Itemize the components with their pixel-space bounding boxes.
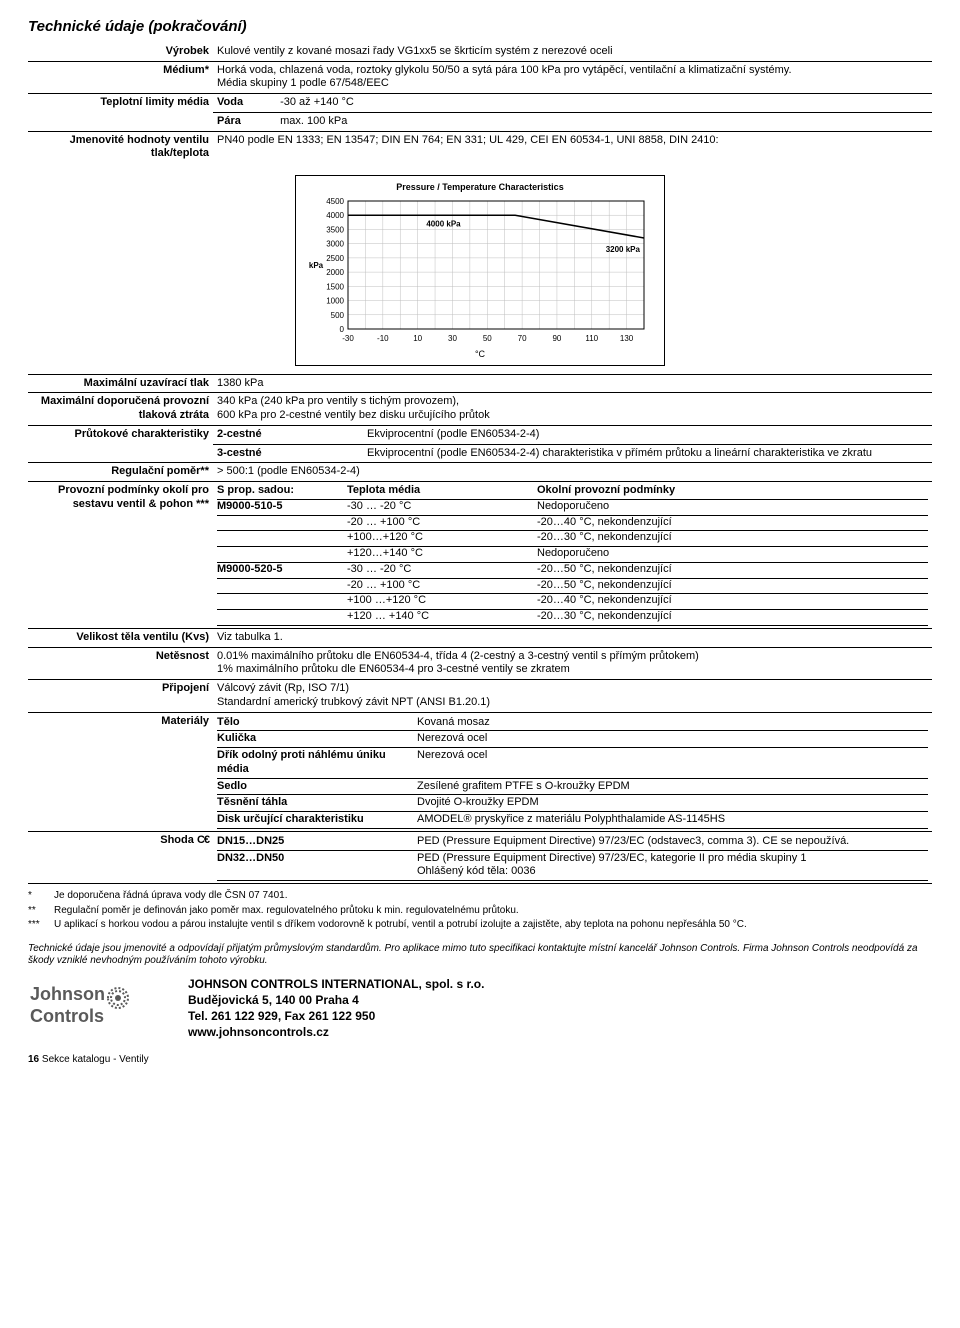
sub-value: max. 100 kPa <box>280 115 347 127</box>
sub-label: 2-cestné <box>217 428 367 442</box>
sub-label: Pára <box>217 115 277 129</box>
svg-text:4500: 4500 <box>326 197 344 206</box>
svg-text:50: 50 <box>483 334 492 343</box>
row-label: Shoda C€ <box>28 831 213 883</box>
label-text: Shoda <box>160 834 194 846</box>
row-value: Horká voda, chlazená voda, roztoky glyko… <box>213 61 932 94</box>
row-value: Pára max. 100 kPa <box>213 112 932 131</box>
row-label: Regulační poměr** <box>28 463 213 482</box>
sub-label: 3-cestné <box>217 447 367 461</box>
sub-value: Ekviprocentní (podle EN60534-2-4) <box>367 428 928 442</box>
row-label: Připojení <box>28 680 213 713</box>
contact-line: JOHNSON CONTROLS INTERNATIONAL, spol. s … <box>188 976 484 992</box>
row-label: Průtokové charakteristiky <box>28 425 213 463</box>
row-value: 0.01% maximálního průtoku dle EN60534-4,… <box>213 647 932 680</box>
logo-swirl-icon <box>108 988 128 1008</box>
contact-line: Tel. 261 122 929, Fax 261 122 950 <box>188 1008 484 1024</box>
svg-text:0: 0 <box>340 325 345 334</box>
footer-block: Johnson Controls JOHNSON CONTROLS INTERN… <box>28 976 932 1041</box>
row-label: Maximální doporučená provozní tlaková zt… <box>28 393 213 426</box>
svg-text:130: 130 <box>620 334 634 343</box>
svg-text:10: 10 <box>413 334 422 343</box>
ce-mark-icon: C€ <box>197 834 209 846</box>
svg-text:4000 kPa: 4000 kPa <box>426 220 461 229</box>
svg-text:1000: 1000 <box>326 297 344 306</box>
row-value: DN15…DN25PED (Pressure Equipment Directi… <box>213 831 932 883</box>
footer-text: Sekce katalogu - Ventily <box>42 1054 149 1065</box>
sub-label: Voda <box>217 96 277 110</box>
row-value: TěloKovaná mosazKuličkaNerezová ocelDřík… <box>213 712 932 831</box>
row-label: Velikost těla ventilu (Kvs) <box>28 628 213 647</box>
materials-table: TěloKovaná mosazKuličkaNerezová ocelDřík… <box>217 715 928 829</box>
svg-text:4000: 4000 <box>326 211 344 220</box>
logo-bottom-text: Controls <box>30 1006 104 1026</box>
row-value: > 500:1 (podle EN60534-2-4) <box>213 463 932 482</box>
sub-value: Ekviprocentní (podle EN60534-2-4) charak… <box>367 447 928 461</box>
row-value: Viz tabulka 1. <box>213 628 932 647</box>
operating-conditions-table: S prop. sadou:Teplota médiaOkolní provoz… <box>217 484 928 626</box>
svg-text:-10: -10 <box>377 334 389 343</box>
row-value: 2-cestnéEkviprocentní (podle EN60534-2-4… <box>213 425 932 444</box>
svg-text:1500: 1500 <box>326 283 344 292</box>
row-value: Voda -30 až +140 °C <box>213 94 932 113</box>
svg-text:kPa: kPa <box>309 261 324 270</box>
page-number: 16 <box>28 1054 39 1065</box>
row-value: 340 kPa (240 kPa pro ventily s tichým pr… <box>213 393 932 426</box>
svg-text:2500: 2500 <box>326 254 344 263</box>
svg-text:2000: 2000 <box>326 268 344 277</box>
row-label: Maximální uzavírací tlak <box>28 374 213 393</box>
svg-text:-30: -30 <box>342 334 354 343</box>
svg-text:70: 70 <box>518 334 527 343</box>
chart-xlabel: °C <box>306 349 654 360</box>
pressure-temp-chart: 0 500 1000 1500 2000 2500 3000 3500 4000 4500 -30 -… <box>306 197 652 347</box>
row-label: Provozní podmínky okolí pro sestavu vent… <box>28 482 213 629</box>
svg-text:30: 30 <box>448 334 457 343</box>
sub-value: -30 až +140 °C <box>280 96 354 108</box>
row-label: Médium* <box>28 61 213 94</box>
svg-text:500: 500 <box>331 311 345 320</box>
contact-line: www.johnsoncontrols.cz <box>188 1024 484 1040</box>
row-value: Kulové ventily z kované mosazi řady VG1x… <box>213 43 932 61</box>
row-value: S prop. sadou:Teplota médiaOkolní provoz… <box>213 482 932 629</box>
svg-text:3200 kPa: 3200 kPa <box>606 245 641 254</box>
row-value: 3-cestnéEkviprocentní (podle EN60534-2-4… <box>213 444 932 463</box>
page-title: Technické údaje (pokračování) <box>28 18 932 37</box>
row-label: Netěsnost <box>28 647 213 680</box>
compliance-table: DN15…DN25PED (Pressure Equipment Directi… <box>217 834 928 881</box>
footnotes: *Je doporučena řádná úprava vody dle ČSN… <box>28 890 932 933</box>
row-value: 1380 kPa <box>213 374 932 393</box>
chart-container: Pressure / Temperature Characteristics 0… <box>32 165 928 372</box>
svg-text:90: 90 <box>552 334 561 343</box>
svg-text:110: 110 <box>585 334 598 343</box>
row-label: Materiály <box>28 712 213 831</box>
row-value: Válcový závit (Rp, ISO 7/1) Standardní a… <box>213 680 932 713</box>
johnson-controls-logo: Johnson Controls <box>28 982 158 1034</box>
svg-text:3000: 3000 <box>326 240 344 249</box>
chart-title: Pressure / Temperature Characteristics <box>306 182 654 193</box>
logo-top-text: Johnson <box>30 984 105 1004</box>
svg-text:3500: 3500 <box>326 226 344 235</box>
spec-table: Výrobek Kulové ventily z kované mosazi ř… <box>28 43 932 884</box>
logo-column: Johnson Controls <box>28 982 188 1034</box>
page-footer: 16 Sekce katalogu - Ventily <box>28 1054 932 1067</box>
contact-line: Budějovická 5, 140 00 Praha 4 <box>188 992 484 1008</box>
row-label: Výrobek <box>28 43 213 61</box>
disclaimer-text: Technické údaje jsou jmenovité a odpovíd… <box>28 943 932 968</box>
row-label: Jmenovité hodnoty ventilu tlak/teplota <box>28 131 213 163</box>
row-label: Teplotní limity média <box>28 94 213 132</box>
contact-info: JOHNSON CONTROLS INTERNATIONAL, spol. s … <box>188 976 484 1041</box>
row-value: PN40 podle EN 1333; EN 13547; DIN EN 764… <box>213 131 932 163</box>
